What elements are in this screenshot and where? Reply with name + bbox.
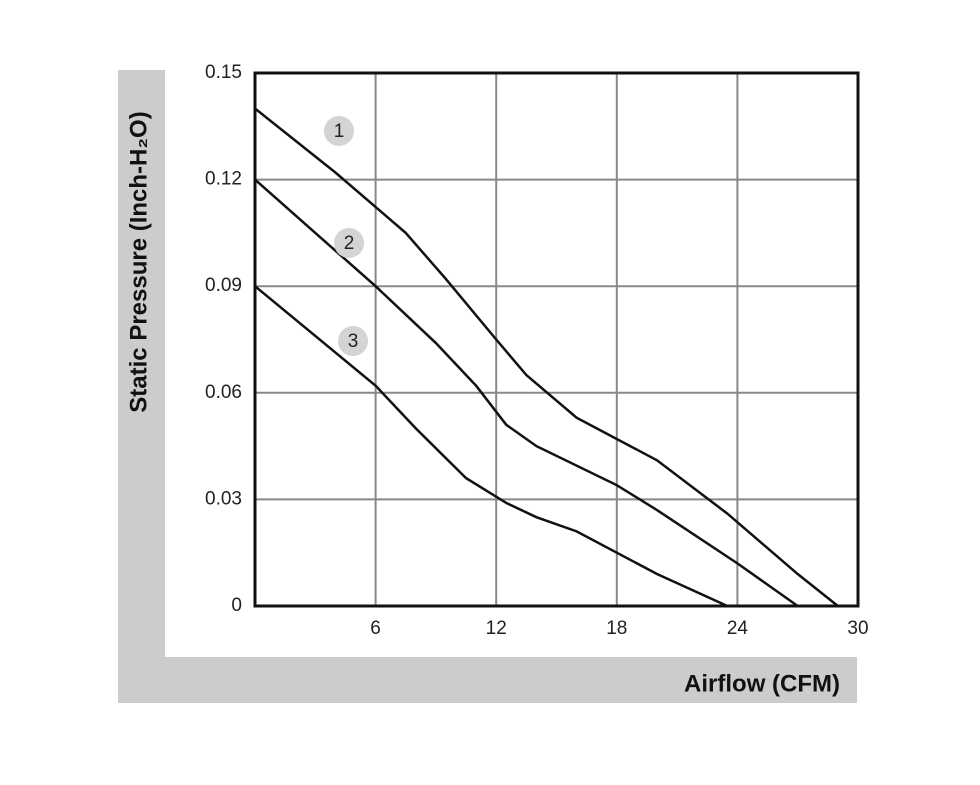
plot-border: [253, 71, 860, 608]
series-line: [254, 178, 799, 608]
y-tick-label: 0.12: [205, 169, 242, 190]
x-tick-label: 6: [370, 618, 381, 639]
y-tick-label: 0.15: [205, 62, 242, 83]
x-tick-label: 30: [847, 618, 868, 639]
x-tick-label: 12: [486, 618, 507, 639]
y-tick-label: 0.06: [205, 382, 242, 403]
y-axis-title: Static Pressure (Inch-H₂O): [125, 111, 152, 412]
series-line: [254, 107, 839, 607]
series-tag: [334, 228, 364, 258]
series-tag: [338, 326, 368, 356]
series-label: 1: [334, 121, 345, 142]
x-tick-label: 18: [606, 618, 627, 639]
series-label: 2: [344, 233, 355, 254]
y-tick-label: 0: [231, 595, 242, 616]
x-tick-label: 24: [727, 618, 749, 639]
series-line: [254, 285, 728, 608]
x-axis-title: Airflow (CFM): [684, 670, 840, 697]
y-tick-label: 0.09: [205, 275, 242, 296]
series-tag: [324, 116, 354, 146]
y-tick-label: 0.03: [205, 488, 242, 509]
series-label: 3: [348, 331, 359, 352]
